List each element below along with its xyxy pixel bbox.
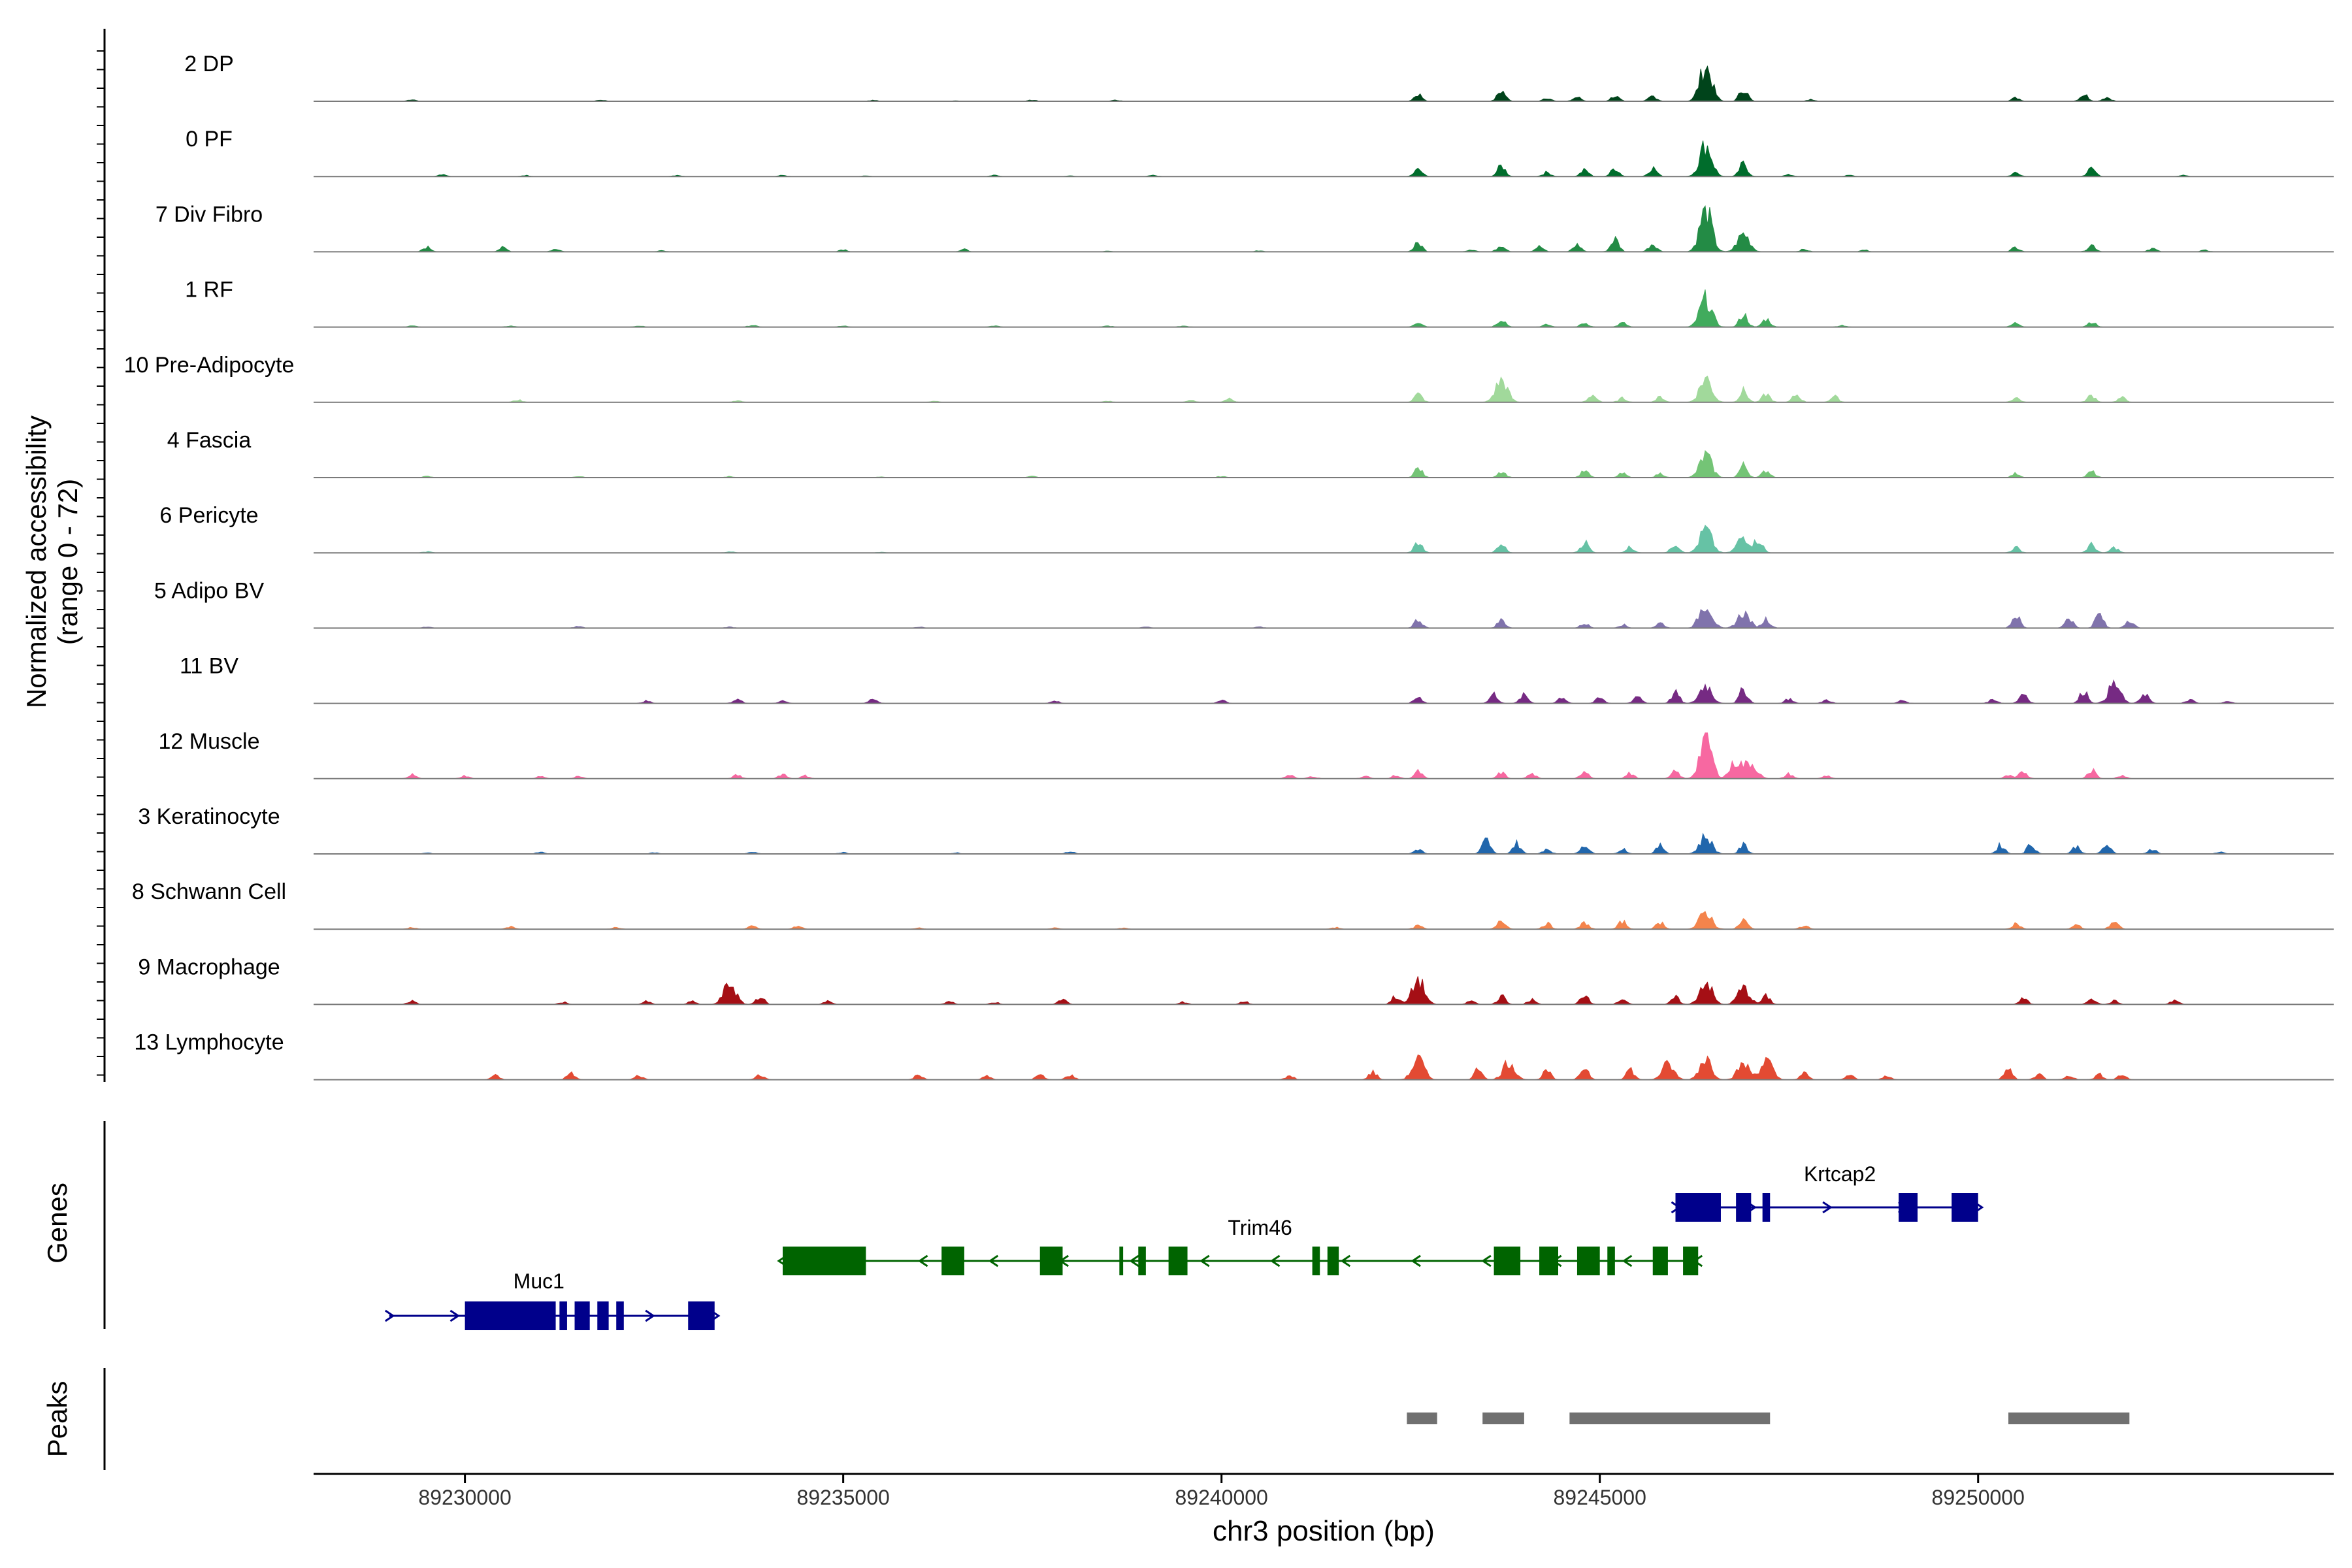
x-tick-label: 89240000 xyxy=(1175,1486,1267,1509)
track-label: 11 BV xyxy=(180,654,238,679)
gene-exon xyxy=(1539,1247,1558,1275)
strand-chevron xyxy=(988,1254,999,1267)
gene-exon xyxy=(1952,1193,1978,1222)
x-tick-label: 89250000 xyxy=(1932,1486,2025,1509)
gene-exon xyxy=(597,1301,609,1330)
track: 4 Fascia xyxy=(167,428,2334,478)
genes-track-label: Genes xyxy=(42,1183,73,1264)
track: 1 RF xyxy=(185,278,2334,328)
gene-model: Muc1 xyxy=(384,1269,721,1330)
gene-exon xyxy=(1683,1247,1699,1275)
gene-exon xyxy=(1899,1193,1918,1222)
strand-chevron xyxy=(449,1309,461,1322)
gene-name: Trim46 xyxy=(1228,1216,1292,1239)
gene-exon xyxy=(1494,1247,1521,1275)
gene-exon xyxy=(1312,1247,1320,1275)
peaks-track-label: Peaks xyxy=(42,1381,73,1458)
track-label: 5 Adipo BV xyxy=(154,578,265,603)
gene-exon xyxy=(1762,1193,1771,1222)
track: 10 Pre-Adipocyte xyxy=(124,353,2334,403)
track-label: 10 Pre-Adipocyte xyxy=(124,353,295,378)
peak-regions xyxy=(1407,1413,2130,1424)
track-label: 12 Muscle xyxy=(159,729,260,754)
y-axis-title-line1: Normalized accessibility xyxy=(21,416,52,708)
x-tick-label: 89235000 xyxy=(796,1486,889,1509)
x-axis: 89230000 89235000 89240000 89245000 89250000 xyxy=(418,1474,2025,1509)
track: 7 Div Fibro xyxy=(155,202,2334,253)
gene-exon xyxy=(688,1301,715,1330)
gene-exon xyxy=(1168,1247,1188,1275)
peak-region xyxy=(1569,1413,1771,1424)
strand-chevron xyxy=(1129,1254,1139,1267)
strand-chevron xyxy=(645,1309,655,1322)
track-label: 7 Div Fibro xyxy=(155,202,263,227)
gene-exon xyxy=(616,1301,624,1330)
track-label: 3 Keratinocyte xyxy=(138,804,280,829)
strand-chevron xyxy=(1269,1254,1281,1267)
track-label: 2 DP xyxy=(184,52,234,76)
track-label: 9 Macrophage xyxy=(138,955,280,979)
gene-exon xyxy=(559,1301,567,1330)
strand-chevron xyxy=(1340,1254,1351,1267)
track-label: 13 Lymphocyte xyxy=(134,1030,284,1055)
strand-chevron xyxy=(917,1254,928,1267)
gene-model: Trim46 xyxy=(777,1216,1703,1275)
gene-exon xyxy=(1138,1247,1146,1275)
track-label: 8 Schwann Cell xyxy=(132,879,286,904)
gene-exon xyxy=(465,1301,556,1330)
gene-exon xyxy=(1736,1193,1752,1222)
coverage-y-ticks xyxy=(97,50,105,1076)
track: 0 PF xyxy=(186,127,2334,178)
peak-region xyxy=(2008,1413,2130,1424)
x-tick-label: 89230000 xyxy=(418,1486,511,1509)
track: 11 BV xyxy=(180,654,2334,704)
gene-exon xyxy=(1327,1247,1339,1275)
gene-exon xyxy=(1119,1247,1124,1275)
strand-chevron xyxy=(1411,1254,1421,1267)
strand-chevron xyxy=(1481,1254,1492,1267)
strand-chevron xyxy=(1822,1201,1833,1214)
track-label: 6 Pericyte xyxy=(159,503,258,528)
gene-exon xyxy=(1607,1247,1615,1275)
gene-exon xyxy=(574,1301,590,1330)
track: 3 Keratinocyte xyxy=(138,804,2334,855)
y-axis-title-line2: (range 0 - 72) xyxy=(52,479,83,645)
gene-exon xyxy=(941,1247,964,1275)
track-label: 1 RF xyxy=(185,278,233,302)
coverage-tracks: 2 DP 0 PF 7 Div Fibro 1 RF 10 Pre-Adipocyte 4… xyxy=(124,52,2334,1081)
x-axis-title: chr3 position (bp) xyxy=(1213,1515,1435,1547)
track: 12 Muscle xyxy=(159,729,2334,779)
track: 2 DP xyxy=(184,52,2334,102)
strand-chevron xyxy=(1622,1254,1633,1267)
gene-models: Muc1 Trim46 Krtcap2 xyxy=(384,1162,1984,1330)
strand-chevron xyxy=(384,1309,395,1322)
gene-exon xyxy=(1652,1247,1668,1275)
gene-exon xyxy=(782,1247,866,1275)
gene-name: Muc1 xyxy=(514,1269,564,1293)
gene-model: Krtcap2 xyxy=(1671,1162,1984,1222)
track: 9 Macrophage xyxy=(138,955,2334,1005)
strand-chevron xyxy=(1200,1254,1210,1267)
track-label: 4 Fascia xyxy=(167,428,252,453)
x-tick-label: 89245000 xyxy=(1554,1486,1646,1509)
track-label: 0 PF xyxy=(186,127,233,152)
track: 8 Schwann Cell xyxy=(132,879,2334,930)
peak-region xyxy=(1482,1413,1524,1424)
track: 5 Adipo BV xyxy=(154,578,2334,629)
track: 13 Lymphocyte xyxy=(134,1030,2334,1081)
track: 6 Pericyte xyxy=(159,503,2334,554)
gene-exon xyxy=(1576,1247,1600,1275)
peak-region xyxy=(1407,1413,1437,1424)
gene-name: Krtcap2 xyxy=(1804,1162,1876,1186)
gene-exon xyxy=(1675,1193,1721,1222)
gene-exon xyxy=(1039,1247,1063,1275)
